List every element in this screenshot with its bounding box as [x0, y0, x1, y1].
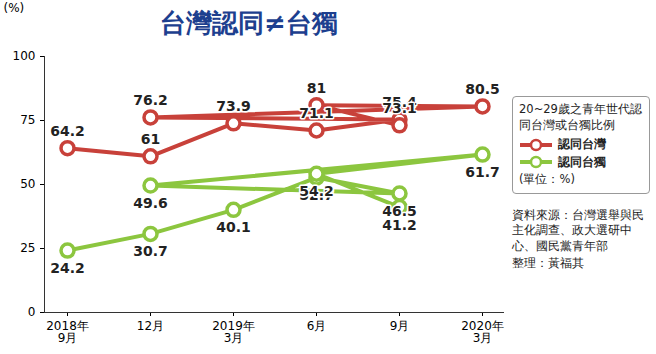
svg-text:54.2: 54.2: [299, 183, 334, 199]
svg-text:61: 61: [141, 131, 160, 147]
svg-text:41.2: 41.2: [382, 217, 417, 233]
html-text:(單位：%): (單位：%): [519, 172, 575, 187]
svg-text:(%): (%): [4, 1, 25, 15]
html-text:資料來源：台灣選舉與民主化調查、政大選研中心、國民黨青年部: 資料來源：台灣選舉與民主化調查、政大選研中心、國民黨青年部: [512, 207, 644, 253]
html-text:台灣認同≠台獨: 台灣認同≠台獨: [160, 8, 338, 38]
svg-text:9月: 9月: [390, 319, 410, 333]
svg-text:25: 25: [20, 241, 35, 255]
svg-text:76.2: 76.2: [133, 92, 168, 108]
svg-text:6月: 6月: [307, 319, 327, 333]
svg-text:12月: 12月: [137, 319, 164, 333]
svg-text:73.9: 73.9: [216, 98, 251, 114]
html-text:認同台獨: 認同台獨: [558, 154, 606, 169]
html-text:認同台灣: 認同台灣: [558, 137, 606, 151]
svg-text:73.1: 73.1: [382, 100, 417, 116]
svg-text:61.7: 61.7: [465, 164, 500, 180]
svg-text:80.5: 80.5: [465, 81, 500, 97]
svg-text:2020年3月: 2020年3月: [461, 319, 504, 345]
svg-text:64.2: 64.2: [50, 123, 85, 139]
svg-text:40.1: 40.1: [216, 219, 251, 235]
svg-text:24.2: 24.2: [50, 260, 85, 276]
svg-text:49.6: 49.6: [133, 195, 168, 211]
svg-text:81: 81: [307, 80, 326, 96]
html-text:20~29歲之青年世代認同台灣或台獨比例: 20~29歲之青年世代認同台灣或台獨比例: [519, 102, 642, 132]
svg-text:2019年3月: 2019年3月: [212, 319, 255, 345]
svg-text:0: 0: [28, 305, 36, 319]
html-text:整理：黃福其: 整理：黃福其: [512, 256, 584, 271]
svg-text:100: 100: [13, 49, 36, 63]
svg-text:50: 50: [20, 177, 35, 191]
svg-text:30.7: 30.7: [133, 243, 168, 259]
svg-text:75: 75: [20, 113, 35, 127]
svg-text:2018年9月: 2018年9月: [46, 319, 89, 345]
svg-text:71.1: 71.1: [299, 105, 334, 121]
svg-text:46.5: 46.5: [382, 202, 417, 219]
